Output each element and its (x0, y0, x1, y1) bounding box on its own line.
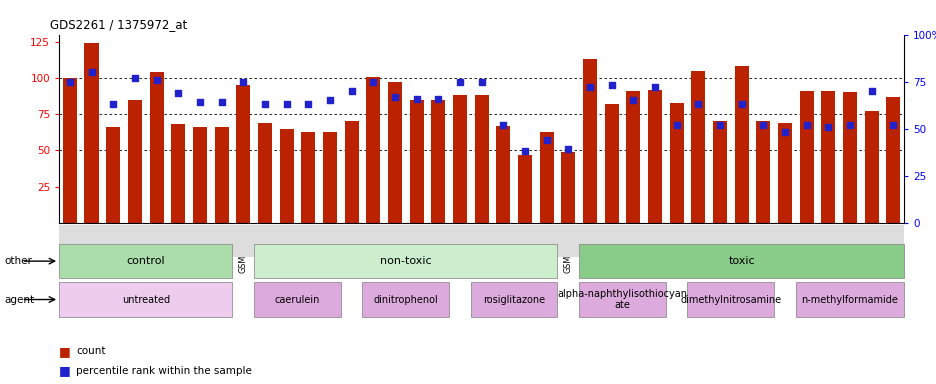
Bar (669, 103, 683, 223)
Point (690, 101, 705, 107)
Point (841, 122, 856, 128)
Point (365, 79, 380, 85)
Point (604, 82, 619, 88)
Text: other: other (5, 256, 33, 266)
Point (300, 101, 315, 107)
Text: ■: ■ (59, 345, 71, 358)
Bar (366, 76, 380, 223)
Point (63, 79, 78, 85)
Bar (171, 124, 185, 223)
Bar (193, 127, 207, 223)
Text: percentile rank within the sample: percentile rank within the sample (76, 366, 252, 376)
Text: GDS2261 / 1375972_at: GDS2261 / 1375972_at (50, 18, 186, 31)
Point (213, 99, 228, 105)
Point (344, 88, 358, 94)
Point (647, 84, 662, 90)
Bar (864, 111, 878, 223)
Bar (257, 123, 271, 223)
Point (84, 69, 99, 75)
Bar (885, 97, 899, 223)
Point (863, 88, 878, 94)
Bar (344, 121, 358, 223)
Bar (496, 126, 510, 223)
Point (517, 148, 532, 154)
Point (625, 98, 640, 104)
Text: control: control (126, 256, 165, 266)
Point (885, 122, 899, 128)
Point (668, 122, 683, 128)
Point (127, 75, 142, 81)
Text: caerulein: caerulein (274, 295, 320, 305)
Point (582, 84, 597, 90)
Bar (150, 72, 164, 223)
Bar (691, 71, 705, 223)
Point (409, 96, 424, 102)
Bar (798, 91, 812, 223)
Bar (409, 100, 423, 223)
Text: ■: ■ (59, 364, 71, 377)
Point (755, 122, 770, 128)
Point (149, 77, 164, 83)
Bar (63, 78, 77, 223)
Point (711, 122, 726, 128)
Text: dinitrophenol: dinitrophenol (373, 295, 438, 305)
Bar (821, 91, 835, 223)
Bar (539, 132, 553, 223)
Bar (712, 121, 726, 223)
Bar (388, 82, 402, 223)
Text: agent: agent (5, 295, 35, 305)
Point (387, 94, 402, 100)
Bar (604, 104, 618, 223)
Text: alpha-naphthylisothiocyan
ate: alpha-naphthylisothiocyan ate (557, 289, 687, 310)
Point (431, 96, 446, 102)
Point (279, 101, 294, 107)
Point (820, 124, 835, 130)
Bar (755, 121, 769, 223)
Text: rosiglitazone: rosiglitazone (483, 295, 545, 305)
Point (192, 99, 207, 105)
Bar (625, 91, 639, 223)
Point (257, 101, 272, 107)
Bar (518, 155, 532, 223)
Text: untreated: untreated (122, 295, 169, 305)
Bar (777, 123, 791, 223)
Point (452, 79, 467, 85)
Bar (236, 85, 250, 223)
Bar (300, 132, 314, 223)
Text: dimethylnitrosamine: dimethylnitrosamine (680, 295, 781, 305)
Bar (323, 132, 337, 223)
Point (538, 137, 553, 143)
Text: toxic: toxic (727, 256, 754, 266)
Point (495, 122, 510, 128)
Text: count: count (76, 346, 105, 356)
Bar (452, 95, 466, 223)
Point (561, 146, 576, 152)
Bar (582, 59, 596, 223)
Bar (106, 127, 120, 223)
Bar (734, 66, 748, 223)
Point (170, 90, 185, 96)
Point (734, 101, 749, 107)
Bar (84, 43, 98, 223)
Text: n-methylformamide: n-methylformamide (800, 295, 898, 305)
Bar (842, 93, 856, 223)
Point (236, 79, 251, 85)
Bar (127, 100, 141, 223)
Point (322, 98, 337, 104)
Point (798, 122, 813, 128)
Point (777, 129, 792, 136)
Bar (279, 129, 293, 223)
Bar (214, 127, 228, 223)
Point (474, 79, 489, 85)
Bar (474, 95, 489, 223)
Bar (648, 89, 662, 223)
Bar (431, 100, 445, 223)
Point (106, 101, 121, 107)
Text: non-toxic: non-toxic (380, 256, 431, 266)
Bar (561, 152, 575, 223)
